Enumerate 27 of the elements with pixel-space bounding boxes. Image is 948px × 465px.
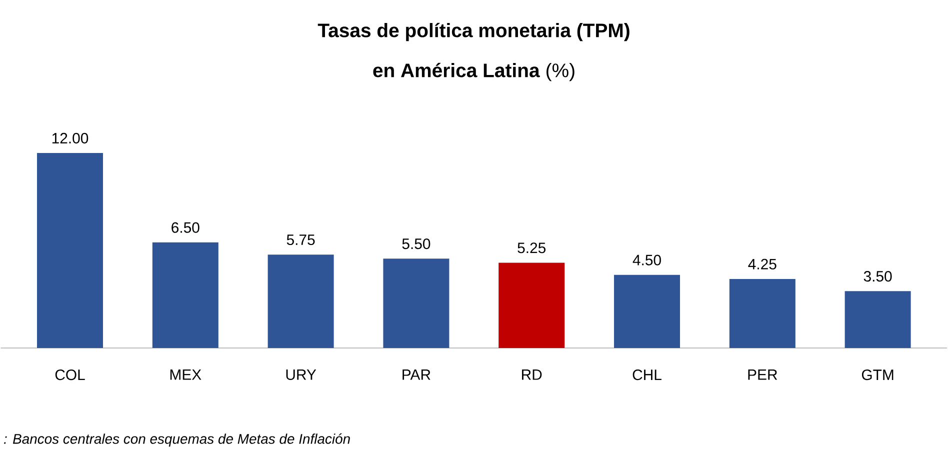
x-tick-label: URY [286, 370, 316, 380]
x-tick-label: PER [748, 370, 778, 380]
bar [844, 291, 911, 348]
data-label: 5.75 [286, 234, 315, 246]
bar [383, 258, 450, 348]
data-label: 6.50 [172, 222, 200, 233]
x-tick-label: PAR [402, 370, 430, 380]
x-tick-label: CHL [632, 370, 662, 380]
bar [152, 242, 218, 348]
bar [729, 278, 796, 348]
data-label: 4.50 [632, 254, 661, 266]
data-label: 5.50 [402, 238, 430, 250]
x-tick-label: COL [55, 370, 85, 380]
data-label: 12.00 [52, 132, 88, 144]
chart-subtitle: en América Latina (%) [373, 62, 574, 82]
bar [498, 262, 565, 348]
x-tick-label: RD [522, 370, 542, 380]
text: : Bancos centrales con esquemas de Metas de Inflación [4, 433, 350, 447]
data-label: 3.50 [864, 271, 892, 282]
x-tick-label: MEX [170, 370, 202, 380]
bar [268, 254, 334, 348]
data-label: 4.25 [748, 258, 776, 270]
bar [37, 152, 103, 348]
bar [614, 274, 680, 348]
chart-title: Tasas de política monetaria (TPM) [318, 22, 630, 42]
x-tick-label: GTM [862, 370, 894, 380]
data-label: 5.25 [518, 242, 546, 254]
